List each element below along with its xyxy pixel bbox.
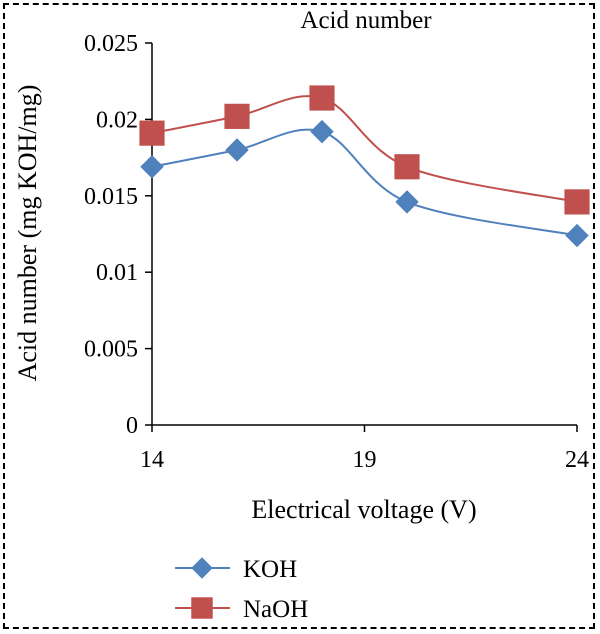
data-point xyxy=(395,190,419,214)
chart-title: Acid number xyxy=(300,7,432,34)
data-point xyxy=(564,189,590,215)
y-tick-label: 0.015 xyxy=(84,184,138,210)
legend-item: KOH xyxy=(175,556,297,583)
legend-marker xyxy=(191,597,213,619)
y-tick-label: 0 xyxy=(126,413,138,439)
y-axis-label: Acid number (mg KOH/mg) xyxy=(13,85,42,382)
series-naoh xyxy=(139,85,590,215)
y-axis-ticks: 0 0.005 0.01 0.015 0.02 0.025 xyxy=(84,31,152,439)
y-tick-label: 0.005 xyxy=(84,337,138,363)
data-point xyxy=(139,120,165,146)
series-line xyxy=(151,128,578,237)
y-tick-label: 0.025 xyxy=(84,31,138,57)
data-point xyxy=(225,138,249,162)
figure-frame xyxy=(3,3,595,629)
legend-item: NaOH xyxy=(175,596,308,623)
y-tick-label: 0.01 xyxy=(96,260,138,286)
legend: KOH NaOH xyxy=(175,556,308,623)
data-point xyxy=(309,85,335,111)
y-tick-label: 0.02 xyxy=(96,107,138,133)
data-point xyxy=(224,103,250,129)
data-point xyxy=(140,155,164,179)
legend-marker xyxy=(191,557,213,579)
x-tick-label: 19 xyxy=(353,447,377,473)
legend-label: KOH xyxy=(243,556,297,583)
x-axis-ticks: 14 19 24 xyxy=(140,425,589,473)
x-tick-label: 24 xyxy=(565,447,589,473)
series-layer xyxy=(139,85,590,248)
x-axis-label: Electrical voltage (V) xyxy=(251,495,476,524)
data-point xyxy=(565,223,589,248)
x-tick-label: 14 xyxy=(140,447,164,473)
data-point xyxy=(310,119,334,144)
legend-label: NaOH xyxy=(243,596,308,623)
series-line xyxy=(151,95,578,203)
data-point xyxy=(394,154,420,180)
series-koh xyxy=(140,119,589,248)
